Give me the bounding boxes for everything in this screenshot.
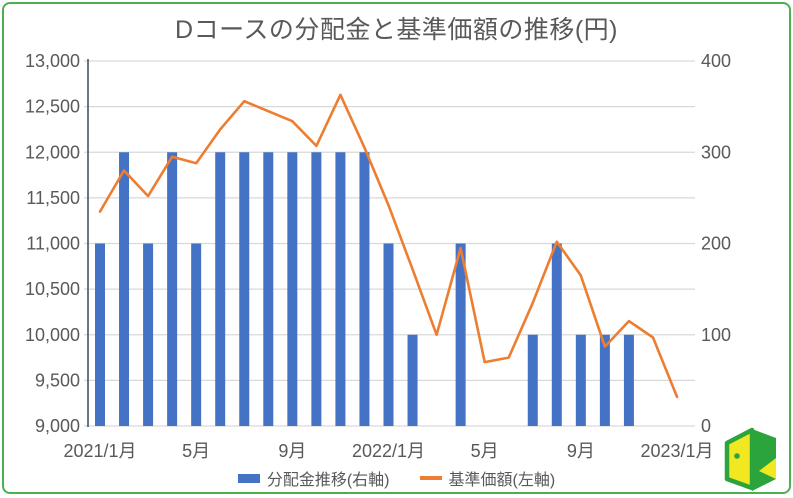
right-tick-label: 0 (701, 416, 711, 436)
legend: 分配金推移(右軸) 基準価額(左軸) (0, 465, 793, 491)
legend-line-swatch (419, 476, 442, 480)
bar-2022/2 (407, 334, 418, 426)
x-tick-label: 2023/1月 (640, 441, 713, 461)
chart-title: Dコースの分配金と基準価額の推移(円) (175, 16, 618, 44)
bar-2021/7 (239, 152, 250, 426)
bar-2022/8 (551, 243, 562, 426)
x-tick-label: 2022/1月 (352, 441, 425, 461)
left-tick-label: 11,500 (26, 188, 80, 208)
left-tick-label: 11,000 (26, 234, 80, 254)
legend-bar-swatch (237, 473, 260, 483)
dividend-bars (95, 152, 634, 426)
right-tick-label: 200 (701, 234, 731, 254)
legend-bar-label: 分配金推移(右軸) (266, 472, 390, 489)
left-tick-label: 9,000 (35, 416, 80, 436)
legend-item-dividend: 分配金推移(右軸) (237, 466, 390, 490)
x-tick-label: 9月 (567, 441, 595, 461)
bar-2022/1 (383, 243, 394, 426)
bar-2022/10 (599, 334, 610, 426)
right-tick-label: 300 (701, 142, 731, 162)
bar-2022/4 (455, 243, 466, 426)
bar-2022/11 (623, 334, 634, 426)
bar-2021/3 (143, 243, 154, 426)
left-tick-label: 10,500 (25, 279, 80, 299)
right-tick-label: 100 (701, 325, 731, 345)
x-axis-labels: 2021/1月 5月 9月 2022/1月 5月 9月 2023/1月 (63, 441, 713, 461)
left-tick-label: 9,500 (35, 370, 80, 390)
left-tick-label: 12,000 (25, 142, 80, 162)
logo-doorknob (734, 453, 740, 459)
x-tick-label: 9月 (278, 441, 306, 461)
legend-item-price: 基準価額(左軸) (419, 466, 556, 490)
bar-2021/12 (359, 152, 370, 426)
left-tick-label: 12,500 (25, 97, 80, 117)
bar-2021/6 (215, 152, 226, 426)
legend-line-label: 基準価額(左軸) (448, 472, 556, 489)
bar-2021/2 (119, 152, 130, 426)
logo-light-wedge (759, 458, 776, 479)
x-tick-label: 2021/1月 (63, 441, 136, 461)
left-tick-label: 10,000 (25, 325, 80, 345)
right-tick-label: 400 (701, 51, 731, 71)
left-tick-label: 13,000 (25, 51, 80, 71)
bar-2021/10 (311, 152, 322, 426)
x-tick-label: 5月 (471, 441, 499, 461)
logo-right-panel (752, 429, 776, 491)
bar-2021/1 (95, 243, 105, 426)
bar-2021/5 (191, 243, 202, 426)
bar-2021/8 (263, 152, 274, 426)
bar-2021/9 (287, 152, 298, 426)
bar-2021/4 (167, 152, 178, 426)
x-tick-label: 5月 (182, 441, 210, 461)
right-axis-labels: 400 300 200 100 0 (701, 51, 731, 436)
bar-2022/9 (575, 334, 586, 426)
logo-door (724, 427, 755, 491)
open-door-logo (724, 427, 776, 491)
bar-2022/7 (527, 334, 538, 426)
bar-2021/11 (335, 152, 346, 426)
left-axis-labels: 13,000 12,500 12,000 11,500 11,000 10,500 10,0… (25, 51, 80, 436)
price-line (98, 93, 679, 399)
